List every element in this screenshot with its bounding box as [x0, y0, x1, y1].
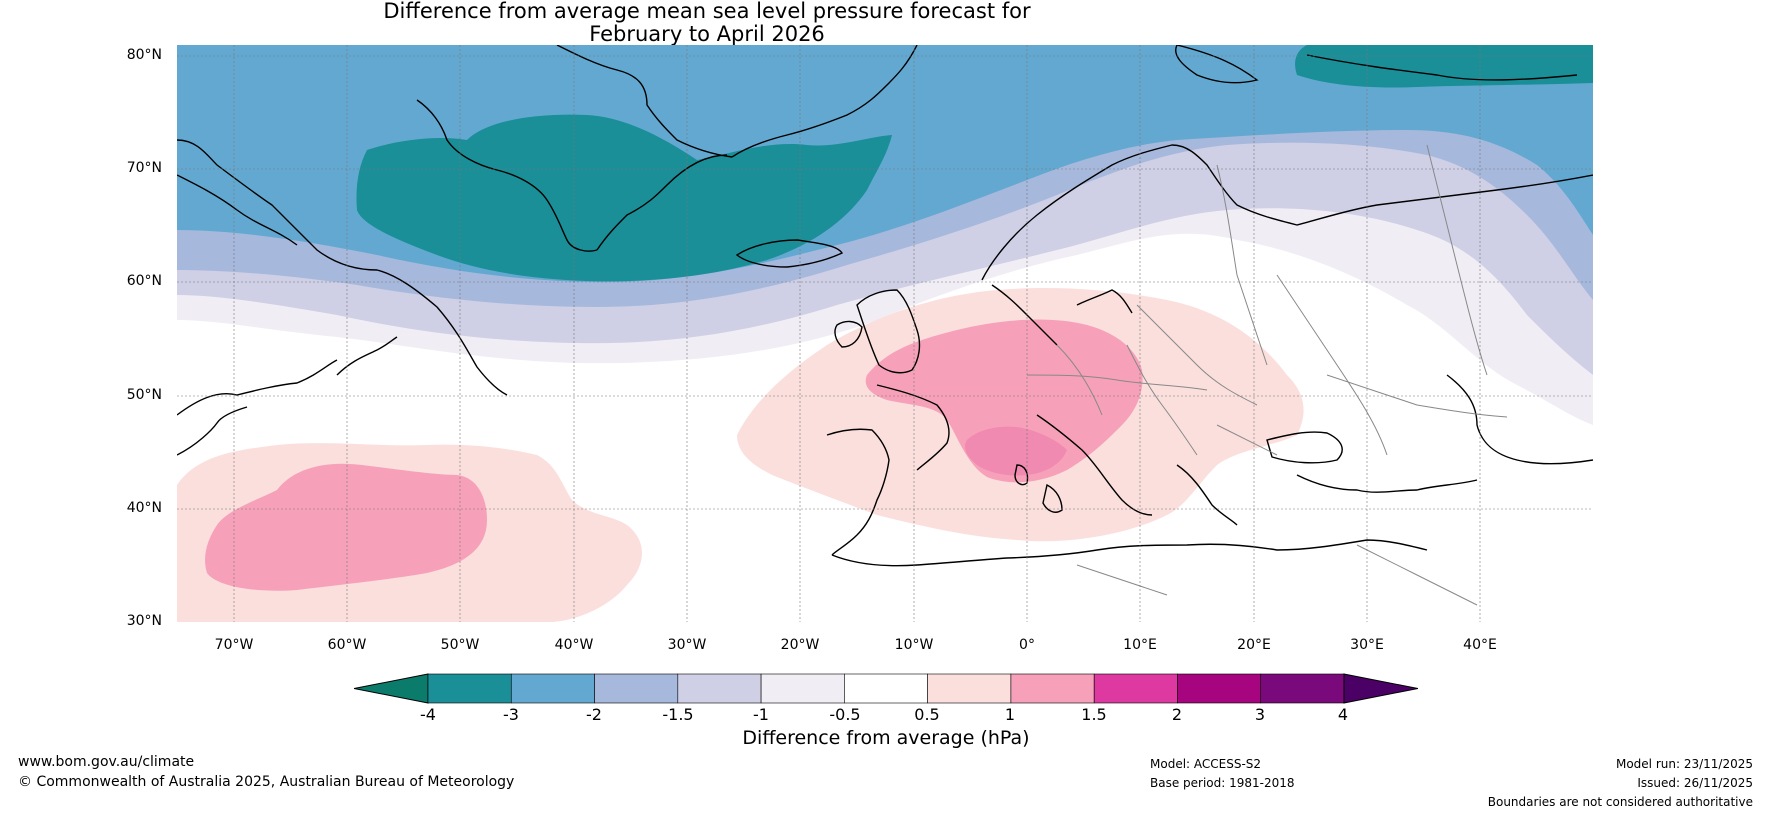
- lat-label-50n: 50°N: [126, 387, 162, 403]
- colorbar-swatch: [1093, 673, 1178, 704]
- contour-neg-3: [356, 114, 892, 282]
- cb-tick-2: 2: [1171, 705, 1183, 724]
- lat-label-80n: 80°N: [126, 47, 162, 63]
- contour-pos-1.5-europe: [965, 426, 1067, 476]
- contour-pos-1-europe: [865, 319, 1143, 483]
- colorbar-extend-low: [354, 673, 429, 704]
- colorbar-swatch: [510, 673, 595, 704]
- cb-tick-neg1.5: -1.5: [662, 705, 694, 724]
- cb-tick-neg0.5: -0.5: [829, 705, 861, 724]
- colorbar-swatch: [427, 673, 512, 704]
- colorbar-swatch: [1177, 673, 1262, 704]
- cb-tick-0.5: 0.5: [914, 705, 940, 724]
- map-gridlines: [177, 45, 1593, 622]
- lon-label-20e: 20°E: [1237, 637, 1271, 653]
- lat-label-40n: 40°N: [126, 500, 162, 516]
- colorbar-swatch: [1260, 673, 1345, 704]
- colorbar-swatch: [927, 673, 1012, 704]
- lon-label-50w: 50°W: [440, 637, 480, 653]
- lon-label-10e: 10°E: [1123, 637, 1157, 653]
- colorbar-swatch: [760, 673, 845, 704]
- lon-label-30w: 30°W: [667, 637, 707, 653]
- lat-label-70n: 70°N: [126, 160, 162, 176]
- lon-label-70w: 70°W: [214, 637, 254, 653]
- colorbar-extend-high: [1343, 673, 1418, 704]
- cb-tick-neg3: -3: [503, 705, 519, 724]
- contour-pos-1-atlantic: [205, 463, 487, 591]
- cb-tick-1: 1: [1004, 705, 1016, 724]
- country-borders: [1026, 144, 1508, 606]
- footer-issued: Issued: 26/11/2025: [1637, 776, 1753, 790]
- footer-model-run: Model run: 23/11/2025: [1615, 757, 1753, 771]
- lon-label-10w: 10°W: [894, 637, 934, 653]
- cb-tick-1.5: 1.5: [1081, 705, 1107, 724]
- lon-label-0: 0°: [1019, 637, 1035, 653]
- colorbar: [354, 673, 1418, 704]
- lon-label-30e: 30°E: [1350, 637, 1384, 653]
- cb-tick-neg4: -4: [420, 705, 436, 724]
- colorbar-swatch: [594, 673, 679, 704]
- pressure-anomaly-map: [177, 45, 1593, 622]
- footer-base-period: Base period: 1981-2018: [1150, 776, 1295, 790]
- lat-label-30n: 30°N: [126, 613, 162, 629]
- map-title: Difference from average mean sea level p…: [0, 0, 1414, 46]
- coastlines: [177, 45, 1593, 567]
- footer-copyright: © Commonwealth of Australia 2025, Austra…: [18, 774, 515, 790]
- footer-model: Model: ACCESS-S2: [1150, 757, 1262, 771]
- colorbar-swatch: [677, 673, 762, 704]
- lon-label-40w: 40°W: [554, 637, 594, 653]
- colorbar-swatch: [844, 673, 928, 704]
- contour-neg-3-ne: [1295, 45, 1593, 88]
- footer-disclaimer: Boundaries are not considered authoritat…: [1487, 795, 1753, 809]
- cb-tick-neg2: -2: [586, 705, 602, 724]
- cb-tick-4: 4: [1337, 705, 1349, 724]
- colorbar-swatch: [1010, 673, 1095, 704]
- lon-label-20w: 20°W: [780, 637, 820, 653]
- cb-tick-3: 3: [1254, 705, 1266, 724]
- lon-label-40e: 40°E: [1463, 637, 1497, 653]
- cb-tick-neg1: -1: [753, 705, 769, 724]
- colorbar-title: Difference from average (hPa): [742, 727, 1030, 749]
- title-line-1: Difference from average mean sea level p…: [383, 0, 1031, 23]
- footer-website: www.bom.gov.au/climate: [18, 754, 195, 770]
- title-line-2: February to April 2026: [589, 22, 825, 46]
- lat-label-60n: 60°N: [126, 273, 162, 289]
- lon-label-60w: 60°W: [327, 637, 367, 653]
